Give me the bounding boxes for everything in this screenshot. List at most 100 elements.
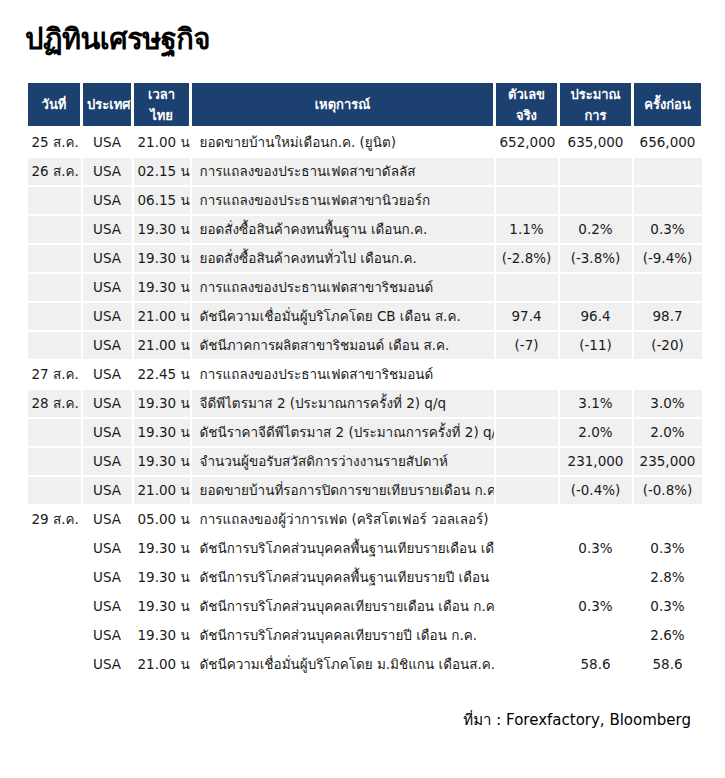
cell-actual [495, 157, 559, 186]
cell-date: 28 ส.ค. [27, 389, 82, 418]
cell-time: 19.30 น. [133, 621, 191, 650]
cell-country: USA [82, 563, 133, 592]
cell-country: USA [82, 592, 133, 621]
cell-forecast: 0.2% [559, 215, 633, 244]
cell-actual: (-7) [495, 331, 559, 360]
cell-previous: 58.6 [633, 650, 703, 679]
table-row: USA19.30 น.ยอดสั่งซื้อสินค้าคงทนทั่วไป เ… [27, 244, 703, 273]
cell-previous [633, 186, 703, 215]
cell-actual: 652,000 [495, 128, 559, 157]
column-header-time: เวลาไทย [133, 82, 191, 128]
cell-time: 02.15 น. [133, 157, 191, 186]
cell-event: ดัชนีภาคการผลิตสาขาริชมอนด์ เดือน ส.ค. [191, 331, 495, 360]
cell-forecast: (-11) [559, 331, 633, 360]
column-header-previous: ครั้งก่อน [633, 82, 703, 128]
cell-event: ยอดขายบ้านใหม่เดือนก.ค. (ยูนิต) [191, 128, 495, 157]
cell-previous: 2.0% [633, 418, 703, 447]
cell-forecast [559, 273, 633, 302]
cell-time: 19.30 น. [133, 447, 191, 476]
cell-forecast [559, 360, 633, 389]
cell-event: ดัชนีการบริโภคส่วนบุคคลเทียบรายปี เดือน … [191, 621, 495, 650]
cell-event: ดัชนีการบริโภคส่วนบุคคลพื้นฐานเทียบรายเด… [191, 534, 495, 563]
cell-country: USA [82, 128, 133, 157]
cell-date [27, 186, 82, 215]
table-row: USA19.30 น.ดัชนีการบริโภคส่วนบุคคลเทียบร… [27, 592, 703, 621]
cell-country: USA [82, 302, 133, 331]
cell-forecast: 2.0% [559, 418, 633, 447]
column-header-event: เหตุการณ์ [191, 82, 495, 128]
cell-forecast: 96.4 [559, 302, 633, 331]
cell-event: ยอดขายบ้านที่รอการปิดการขายเทียบรายเดือน… [191, 476, 495, 505]
cell-previous: 0.3% [633, 534, 703, 563]
cell-previous [633, 505, 703, 534]
cell-date [27, 621, 82, 650]
cell-time: 19.30 น. [133, 534, 191, 563]
table-row: 27 ส.ค.USA22.45 น.การแถลงของประธานเฟดสาข… [27, 360, 703, 389]
cell-time: 19.30 น. [133, 215, 191, 244]
cell-country: USA [82, 505, 133, 534]
cell-previous: 656,000 [633, 128, 703, 157]
cell-country: USA [82, 244, 133, 273]
cell-time: 19.30 น. [133, 592, 191, 621]
cell-country: USA [82, 157, 133, 186]
table-row: USA19.30 น.ดัชนีราคาจีดีพีไตรมาส 2 (ประม… [27, 418, 703, 447]
cell-actual [495, 447, 559, 476]
cell-time: 21.00 น. [133, 128, 191, 157]
cell-time: 19.30 น. [133, 244, 191, 273]
cell-actual [495, 650, 559, 679]
table-body: 25 ส.ค.USA21.00 น.ยอดขายบ้านใหม่เดือนก.ค… [27, 128, 703, 679]
cell-previous: 0.3% [633, 592, 703, 621]
column-header-actual: ตัวเลขจริง [495, 82, 559, 128]
cell-date [27, 418, 82, 447]
cell-event: การแถลงของประธานเฟดสาขาดัลลัส [191, 157, 495, 186]
cell-actual [495, 534, 559, 563]
cell-forecast [559, 563, 633, 592]
cell-forecast: 3.1% [559, 389, 633, 418]
cell-event: การแถลงของประธานเฟดสาขานิวยอร์ก [191, 186, 495, 215]
cell-country: USA [82, 331, 133, 360]
cell-time: 21.00 น. [133, 476, 191, 505]
cell-date [27, 273, 82, 302]
cell-event: การแถลงของประธานเฟดสาขาริชมอนด์ [191, 360, 495, 389]
cell-date [27, 302, 82, 331]
cell-event: จีดีพีไตรมาส 2 (ประมาณการครั้งที่ 2) q/q [191, 389, 495, 418]
table-row: 26 ส.ค.USA02.15 น.การแถลงของประธานเฟดสาข… [27, 157, 703, 186]
cell-actual [495, 592, 559, 621]
cell-actual [495, 505, 559, 534]
cell-event: ยอดสั่งซื้อสินค้าคงทนทั่วไป เดือนก.ค. [191, 244, 495, 273]
cell-actual: (-2.8%) [495, 244, 559, 273]
cell-time: 22.45 น. [133, 360, 191, 389]
source-note: ที่มา : Forexfactory, Bloomberg [25, 708, 701, 732]
cell-forecast [559, 186, 633, 215]
cell-actual [495, 360, 559, 389]
cell-previous [633, 157, 703, 186]
cell-forecast [559, 505, 633, 534]
cell-date: 25 ส.ค. [27, 128, 82, 157]
cell-event: จำนวนผู้ขอรับสวัสดิการว่างงานรายสัปดาห์ [191, 447, 495, 476]
cell-previous: (-20) [633, 331, 703, 360]
cell-time: 06.15 น. [133, 186, 191, 215]
cell-country: USA [82, 621, 133, 650]
cell-date: 27 ส.ค. [27, 360, 82, 389]
cell-date: 29 ส.ค. [27, 505, 82, 534]
cell-forecast: 58.6 [559, 650, 633, 679]
cell-previous: 2.8% [633, 563, 703, 592]
cell-date: 26 ส.ค. [27, 157, 82, 186]
cell-date [27, 476, 82, 505]
table-row: USA21.00 น. ยอดขายบ้านที่รอการปิดการขายเ… [27, 476, 703, 505]
cell-event: ดัชนีความเชื่อมั่นผู้บริโภคโดย CB เดือน … [191, 302, 495, 331]
cell-country: USA [82, 273, 133, 302]
table-row: USA19.30 น.ดัชนีการบริโภคส่วนบุคคลพื้นฐา… [27, 563, 703, 592]
column-header-forecast: ประมาณการ [559, 82, 633, 128]
cell-actual [495, 389, 559, 418]
table-row: 28 ส.ค.USA19.30 น.จีดีพีไตรมาส 2 (ประมาณ… [27, 389, 703, 418]
cell-country: USA [82, 186, 133, 215]
cell-actual [495, 563, 559, 592]
table-row: 29 ส.ค.USA05.00 น.การแถลงของผู้ว่าการเฟด… [27, 505, 703, 534]
page-title: ปฏิทินเศรษฐกิจ [25, 16, 701, 62]
cell-forecast [559, 621, 633, 650]
economic-calendar-table: วันที่ประเทศเวลาไทยเหตุการณ์ตัวเลขจริงปร… [25, 80, 704, 680]
cell-country: USA [82, 215, 133, 244]
cell-time: 05.00 น. [133, 505, 191, 534]
table-row: USA19.30 น.ยอดสั่งซื้อสินค้าคงทนพื้นฐาน … [27, 215, 703, 244]
